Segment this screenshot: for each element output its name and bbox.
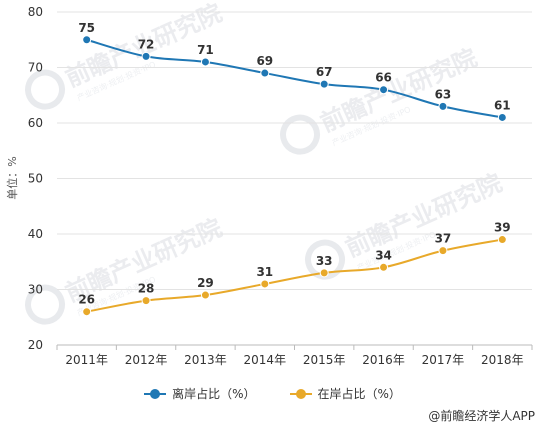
- series-line-1: [86, 238, 503, 313]
- source-credit: @前瞻经济学人APP: [428, 409, 535, 423]
- data-label: 39: [494, 221, 511, 235]
- legend-dot-offshore: [150, 388, 161, 399]
- data-point: [379, 262, 389, 272]
- y-tick-label: 50: [28, 172, 43, 186]
- data-label: 72: [138, 37, 155, 51]
- legend-marker-onshore: [289, 388, 312, 399]
- data-label: 67: [316, 65, 333, 79]
- legend-item-onshore[interactable]: 在岸占比（%）: [289, 385, 401, 402]
- x-tick-label: 2017年: [422, 353, 465, 367]
- legend: 离岸占比（%） 在岸占比（%）: [0, 385, 545, 402]
- series-lines: 75 72 71 69 67 66 63 61 26 28 29 31 33 34 37 39: [78, 21, 511, 317]
- data-point: [141, 296, 151, 306]
- data-point: [319, 268, 329, 278]
- data-label: 34: [375, 248, 392, 262]
- y-tick-label: 70: [28, 61, 43, 75]
- legend-item-offshore[interactable]: 离岸占比（%）: [144, 385, 256, 402]
- legend-dot-onshore: [295, 388, 306, 399]
- x-tick-label: 2015年: [303, 353, 346, 367]
- data-point: [141, 51, 151, 61]
- y-axis-ticks: 20 30 40 50 60 70 80: [28, 5, 43, 352]
- watermark-brand: 前瞻产业研究院: [341, 169, 506, 263]
- gridlines: [57, 11, 532, 346]
- data-label: 26: [78, 293, 95, 307]
- legend-label-onshore: 在岸占比（%）: [317, 387, 401, 401]
- watermark-logo-icon: [280, 114, 321, 155]
- y-axis-label: 单位：%: [5, 156, 19, 199]
- legend-marker-offshore: [144, 388, 167, 399]
- data-label: 37: [435, 232, 452, 246]
- data-point: [438, 101, 448, 111]
- y-tick-label: 40: [28, 227, 43, 241]
- x-tick-label: 2011年: [65, 353, 108, 367]
- x-tick-label: 2014年: [244, 353, 287, 367]
- watermark-logo-icon: [25, 284, 66, 325]
- data-label: 29: [197, 276, 214, 290]
- x-tick-label: 2012年: [125, 353, 168, 367]
- data-point: [497, 235, 507, 245]
- data-point: [497, 112, 507, 122]
- x-tick-label: 2013年: [184, 353, 227, 367]
- data-label: 61: [494, 98, 511, 112]
- x-tick-label: 2016年: [362, 353, 405, 367]
- data-label: 75: [78, 21, 95, 35]
- data-point: [319, 79, 329, 89]
- data-label: 33: [316, 254, 333, 268]
- data-label: 28: [138, 282, 155, 296]
- data-label: 71: [197, 43, 214, 57]
- data-point: [379, 85, 389, 95]
- x-tick-label: 2018年: [481, 353, 524, 367]
- data-point: [200, 57, 210, 67]
- data-label: 63: [435, 87, 452, 101]
- data-label: 66: [375, 71, 392, 85]
- data-point: [260, 68, 270, 78]
- y-tick-label: 30: [28, 283, 43, 297]
- y-tick-label: 20: [28, 338, 43, 352]
- y-tick-label: 60: [28, 116, 43, 130]
- data-point: [82, 35, 92, 45]
- data-label: 31: [256, 265, 273, 279]
- data-point: [82, 307, 92, 317]
- legend-label-offshore: 离岸占比（%）: [172, 387, 256, 401]
- y-tick-label: 80: [28, 5, 43, 19]
- data-point: [438, 246, 448, 256]
- watermark-logo-icon: [25, 69, 66, 110]
- watermark-logo-icon: [305, 239, 346, 280]
- data-point: [260, 279, 270, 289]
- data-label: 69: [256, 54, 273, 68]
- x-axis-ticks: 2011年 2012年 2013年 2014年 2015年 2016年 2017年 2018年: [56, 345, 533, 367]
- series-line-0: [86, 38, 503, 119]
- data-point: [200, 290, 210, 300]
